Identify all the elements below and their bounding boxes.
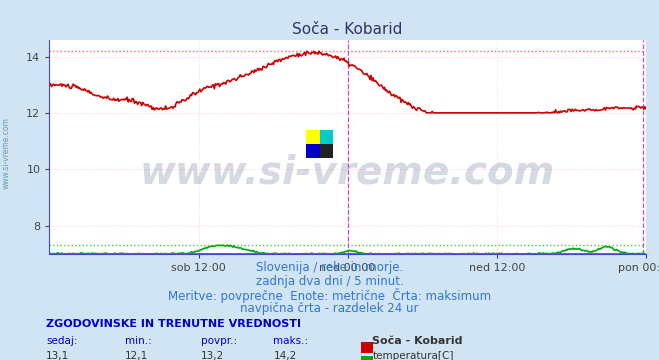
Bar xyxy=(306,130,320,144)
Text: min.:: min.: xyxy=(125,336,152,346)
Text: Soča - Kobarid: Soča - Kobarid xyxy=(372,336,463,346)
Text: ZGODOVINSKE IN TRENUTNE VREDNOSTI: ZGODOVINSKE IN TRENUTNE VREDNOSTI xyxy=(46,319,301,329)
Bar xyxy=(306,144,320,158)
Text: povpr.:: povpr.: xyxy=(201,336,237,346)
Text: maks.:: maks.: xyxy=(273,336,308,346)
Text: temperatura[C]: temperatura[C] xyxy=(372,351,454,360)
Title: Soča - Kobarid: Soča - Kobarid xyxy=(293,22,403,37)
Bar xyxy=(320,130,333,144)
Bar xyxy=(320,144,333,158)
Text: 14,2: 14,2 xyxy=(273,351,297,360)
Text: 13,1: 13,1 xyxy=(46,351,69,360)
Text: www.si-vreme.com: www.si-vreme.com xyxy=(2,117,11,189)
Text: Slovenija / reke in morje.: Slovenija / reke in morje. xyxy=(256,261,403,274)
Text: navpična črta - razdelek 24 ur: navpična črta - razdelek 24 ur xyxy=(241,302,418,315)
Text: 13,2: 13,2 xyxy=(201,351,224,360)
Text: Meritve: povprečne  Enote: metrične  Črta: maksimum: Meritve: povprečne Enote: metrične Črta:… xyxy=(168,288,491,303)
Text: sedaj:: sedaj: xyxy=(46,336,78,346)
Text: zadnja dva dni / 5 minut.: zadnja dva dni / 5 minut. xyxy=(256,275,403,288)
Text: 12,1: 12,1 xyxy=(125,351,148,360)
Text: www.si-vreme.com: www.si-vreme.com xyxy=(140,153,556,192)
